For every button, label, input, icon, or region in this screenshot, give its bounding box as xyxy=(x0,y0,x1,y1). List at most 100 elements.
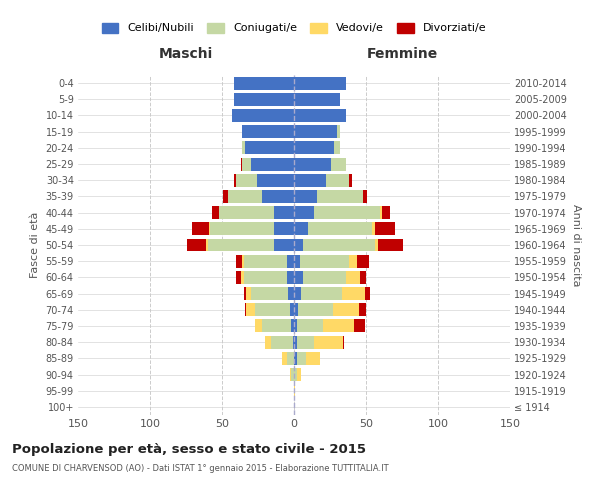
Bar xyxy=(290,368,291,381)
Bar xyxy=(377,238,403,252)
Bar xyxy=(374,238,377,252)
Bar xyxy=(372,222,374,235)
Bar xyxy=(233,174,236,186)
Bar xyxy=(209,222,211,235)
Bar xyxy=(382,206,391,219)
Bar xyxy=(323,320,355,332)
Bar xyxy=(255,304,290,316)
Bar xyxy=(360,271,366,284)
Bar xyxy=(294,76,346,90)
Bar xyxy=(358,254,369,268)
Bar xyxy=(294,206,314,219)
Bar xyxy=(244,271,287,284)
Bar xyxy=(297,336,314,348)
Bar xyxy=(208,238,274,252)
Bar xyxy=(294,304,298,316)
Bar xyxy=(274,206,294,219)
Bar xyxy=(236,254,242,268)
Bar xyxy=(365,287,370,300)
Bar xyxy=(290,304,294,316)
Bar xyxy=(265,336,271,348)
Bar xyxy=(294,142,334,154)
Bar xyxy=(219,206,274,219)
Bar xyxy=(294,190,317,203)
Bar xyxy=(294,271,302,284)
Bar xyxy=(355,320,365,332)
Bar xyxy=(326,174,349,186)
Bar xyxy=(301,287,341,300)
Bar xyxy=(251,287,288,300)
Y-axis label: Anni di nascita: Anni di nascita xyxy=(571,204,581,286)
Bar xyxy=(212,206,219,219)
Bar xyxy=(211,222,274,235)
Bar xyxy=(242,158,251,170)
Bar xyxy=(245,142,294,154)
Bar xyxy=(241,158,242,170)
Text: Femmine: Femmine xyxy=(367,48,437,62)
Bar xyxy=(294,222,308,235)
Bar xyxy=(293,336,294,348)
Bar xyxy=(287,271,294,284)
Bar xyxy=(294,320,297,332)
Bar xyxy=(228,190,262,203)
Bar xyxy=(317,190,363,203)
Bar xyxy=(294,254,300,268)
Bar xyxy=(308,222,372,235)
Bar xyxy=(262,320,291,332)
Bar xyxy=(283,352,287,365)
Bar xyxy=(241,271,244,284)
Bar xyxy=(294,352,297,365)
Bar xyxy=(294,174,326,186)
Bar xyxy=(343,336,344,348)
Bar xyxy=(300,254,349,268)
Bar xyxy=(294,336,297,348)
Bar xyxy=(363,190,367,203)
Bar xyxy=(314,336,343,348)
Bar xyxy=(291,320,294,332)
Bar xyxy=(223,190,228,203)
Bar xyxy=(380,206,382,219)
Bar xyxy=(305,352,320,365)
Bar xyxy=(294,368,297,381)
Bar xyxy=(244,254,287,268)
Bar xyxy=(244,287,247,300)
Bar xyxy=(232,109,294,122)
Text: Maschi: Maschi xyxy=(159,48,213,62)
Text: Popolazione per età, sesso e stato civile - 2015: Popolazione per età, sesso e stato civil… xyxy=(12,442,366,456)
Bar xyxy=(349,254,358,268)
Bar xyxy=(192,222,209,235)
Bar xyxy=(242,254,244,268)
Bar xyxy=(245,304,247,316)
Bar xyxy=(297,352,305,365)
Bar xyxy=(294,287,301,300)
Bar xyxy=(274,222,294,235)
Bar xyxy=(233,93,294,106)
Bar xyxy=(236,174,257,186)
Y-axis label: Fasce di età: Fasce di età xyxy=(30,212,40,278)
Bar xyxy=(359,304,366,316)
Bar xyxy=(255,320,262,332)
Bar xyxy=(337,125,340,138)
Bar xyxy=(349,174,352,186)
Bar xyxy=(251,158,294,170)
Bar xyxy=(294,125,337,138)
Bar xyxy=(262,190,294,203)
Bar xyxy=(271,336,293,348)
Text: COMUNE DI CHARVENSOD (AO) - Dati ISTAT 1° gennaio 2015 - Elaborazione TUTTITALIA: COMUNE DI CHARVENSOD (AO) - Dati ISTAT 1… xyxy=(12,464,389,473)
Bar xyxy=(206,238,208,252)
Bar xyxy=(291,368,294,381)
Bar xyxy=(341,287,365,300)
Bar xyxy=(187,238,206,252)
Bar xyxy=(346,271,360,284)
Bar xyxy=(242,142,245,154)
Bar xyxy=(247,304,255,316)
Legend: Celibi/Nubili, Coniugati/e, Vedovi/e, Divorziati/e: Celibi/Nubili, Coniugati/e, Vedovi/e, Di… xyxy=(98,20,490,37)
Bar xyxy=(287,254,294,268)
Bar xyxy=(247,287,251,300)
Bar xyxy=(314,206,380,219)
Bar xyxy=(302,238,374,252)
Bar xyxy=(287,352,294,365)
Bar xyxy=(298,304,333,316)
Bar xyxy=(294,158,331,170)
Bar xyxy=(294,109,346,122)
